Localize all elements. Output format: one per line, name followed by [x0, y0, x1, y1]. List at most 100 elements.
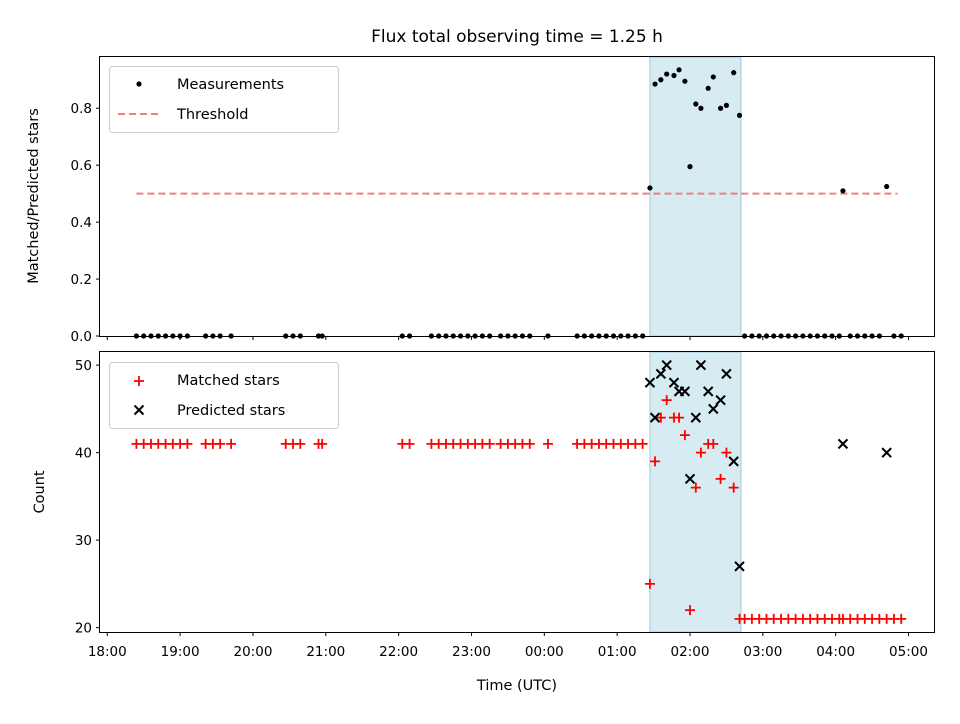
- predicted-star-point: [684, 473, 696, 485]
- top-y-tick-label: 0.6: [71, 158, 92, 174]
- matched-star-point: [721, 447, 732, 458]
- matched-star-point: [695, 447, 706, 458]
- bottom-legend: Matched stars Predicted stars: [109, 362, 339, 429]
- top-plot-frame: [99, 56, 935, 337]
- predicted-star-point: [695, 359, 707, 371]
- measurement-point: [710, 74, 716, 80]
- predicted-star-points: [644, 359, 892, 572]
- top-y-tick-label: 0.0: [71, 329, 92, 345]
- x-tick-label: 23:00: [452, 644, 491, 660]
- measurement-point: [671, 72, 677, 79]
- legend-marker-matched: [134, 376, 144, 386]
- x-tick-label: 04:00: [816, 644, 855, 660]
- bottom-y-tick-label: 30: [75, 533, 92, 549]
- chart-title: Flux total observing time = 1.25 h: [371, 27, 663, 47]
- matched-star-point: [542, 438, 553, 449]
- predicted-star-point: [690, 412, 702, 423]
- predicted-star-point: [679, 386, 691, 397]
- matched-star-point: [182, 438, 193, 449]
- matched-star-point: [524, 438, 535, 449]
- predicted-star-point: [837, 438, 849, 450]
- legend-marker-measurements: [136, 81, 142, 87]
- measurement-point: [840, 188, 846, 194]
- matched-star-point: [896, 613, 907, 624]
- x-tick-label: 21:00: [306, 644, 345, 660]
- matched-star-point: [679, 430, 690, 441]
- x-tick-label: 20:00: [234, 644, 273, 660]
- x-tick-label: 19:00: [161, 644, 200, 660]
- top-y-axis: 0.0 0.2 0.4 0.6 0.8: [71, 101, 100, 345]
- bottom-y-tick-label: 20: [75, 621, 92, 637]
- matched-star-points: [131, 395, 907, 624]
- predicted-star-point: [708, 403, 719, 415]
- legend-label-measurements: Measurements: [177, 77, 284, 93]
- bottom-y-tick-label: 50: [75, 358, 92, 374]
- matched-star-point: [728, 482, 739, 493]
- bottom-panel: 20 30 40 50 18:00 19:00 20:00 21:00 22:00 23:00 0…: [32, 351, 935, 694]
- measurement-point: [736, 112, 743, 118]
- matched-star-point: [644, 578, 655, 589]
- matched-star-point: [317, 438, 328, 449]
- predicted-star-point: [715, 394, 726, 406]
- matched-star-point: [655, 412, 666, 423]
- bottom-y-tick-label: 40: [75, 446, 92, 462]
- top-legend: Measurements Threshold: [109, 66, 339, 133]
- predicted-star-point: [661, 359, 672, 371]
- measurement-point: [698, 105, 704, 111]
- measurement-point: [731, 70, 737, 76]
- measurement-point: [682, 78, 688, 84]
- legend-marker-predicted: [133, 404, 145, 416]
- matched-star-point: [684, 605, 695, 616]
- matched-star-point: [674, 412, 685, 423]
- matched-star-point: [715, 473, 726, 484]
- top-x-ticks: [106, 336, 910, 340]
- measurement-point: [687, 164, 693, 170]
- matched-star-point: [295, 438, 306, 449]
- matched-star-point: [708, 438, 719, 449]
- legend-label-predicted: Predicted stars: [177, 403, 285, 419]
- matched-star-point: [690, 482, 701, 493]
- predicted-star-point: [734, 561, 745, 572]
- bottom-x-axis: 18:00 19:00 20:00 21:00 22:00 23:00 00:00 01:00…: [88, 632, 928, 660]
- measurement-point: [664, 71, 670, 77]
- bottom-plot-frame: [99, 351, 935, 633]
- legend-label-matched: Matched stars: [177, 373, 280, 389]
- bottom-y-axis: 20 30 40 50: [75, 358, 100, 637]
- matched-star-point: [484, 438, 495, 449]
- top-highlight-span: [649, 56, 742, 337]
- measurement-point: [693, 101, 699, 107]
- top-y-axis-label: Matched/Predicted stars: [26, 108, 42, 284]
- measurement-point: [884, 183, 890, 190]
- predicted-star-point: [881, 447, 892, 458]
- predicted-star-point: [728, 456, 739, 467]
- predicted-star-point: [721, 368, 732, 380]
- x-tick-label: 18:00: [88, 644, 127, 660]
- measurement-point: [705, 85, 711, 91]
- top-y-tick-label: 0.2: [71, 272, 92, 288]
- predicted-star-point: [644, 377, 656, 388]
- matched-star-point: [661, 395, 672, 406]
- bottom-y-axis-label: Count: [32, 470, 48, 513]
- bottom-legend-box: [109, 362, 339, 429]
- x-tick-label: 00:00: [525, 644, 564, 660]
- x-tick-label: 03:00: [743, 644, 782, 660]
- predicted-star-point: [668, 377, 680, 388]
- matched-star-point: [637, 438, 648, 449]
- measurement-point: [647, 185, 653, 191]
- matched-star-point: [650, 456, 661, 467]
- top-y-tick-label: 0.4: [71, 215, 92, 231]
- top-legend-box: [109, 66, 339, 133]
- measurement-point: [723, 102, 730, 108]
- predicted-star-point: [702, 386, 714, 397]
- matched-star-point: [404, 438, 415, 449]
- x-tick-label: 05:00: [889, 644, 928, 660]
- measurement-point: [717, 105, 724, 111]
- measurement-point: [676, 67, 682, 73]
- predicted-star-point: [655, 368, 667, 380]
- x-tick-label: 01:00: [598, 644, 637, 660]
- top-panel: 0.00.20.40.60.8 Matched/Predicted stars …: [26, 56, 935, 345]
- x-axis-label: Time (UTC): [476, 678, 557, 694]
- legend-label-threshold: Threshold: [176, 107, 248, 123]
- measurement-point: [658, 77, 664, 83]
